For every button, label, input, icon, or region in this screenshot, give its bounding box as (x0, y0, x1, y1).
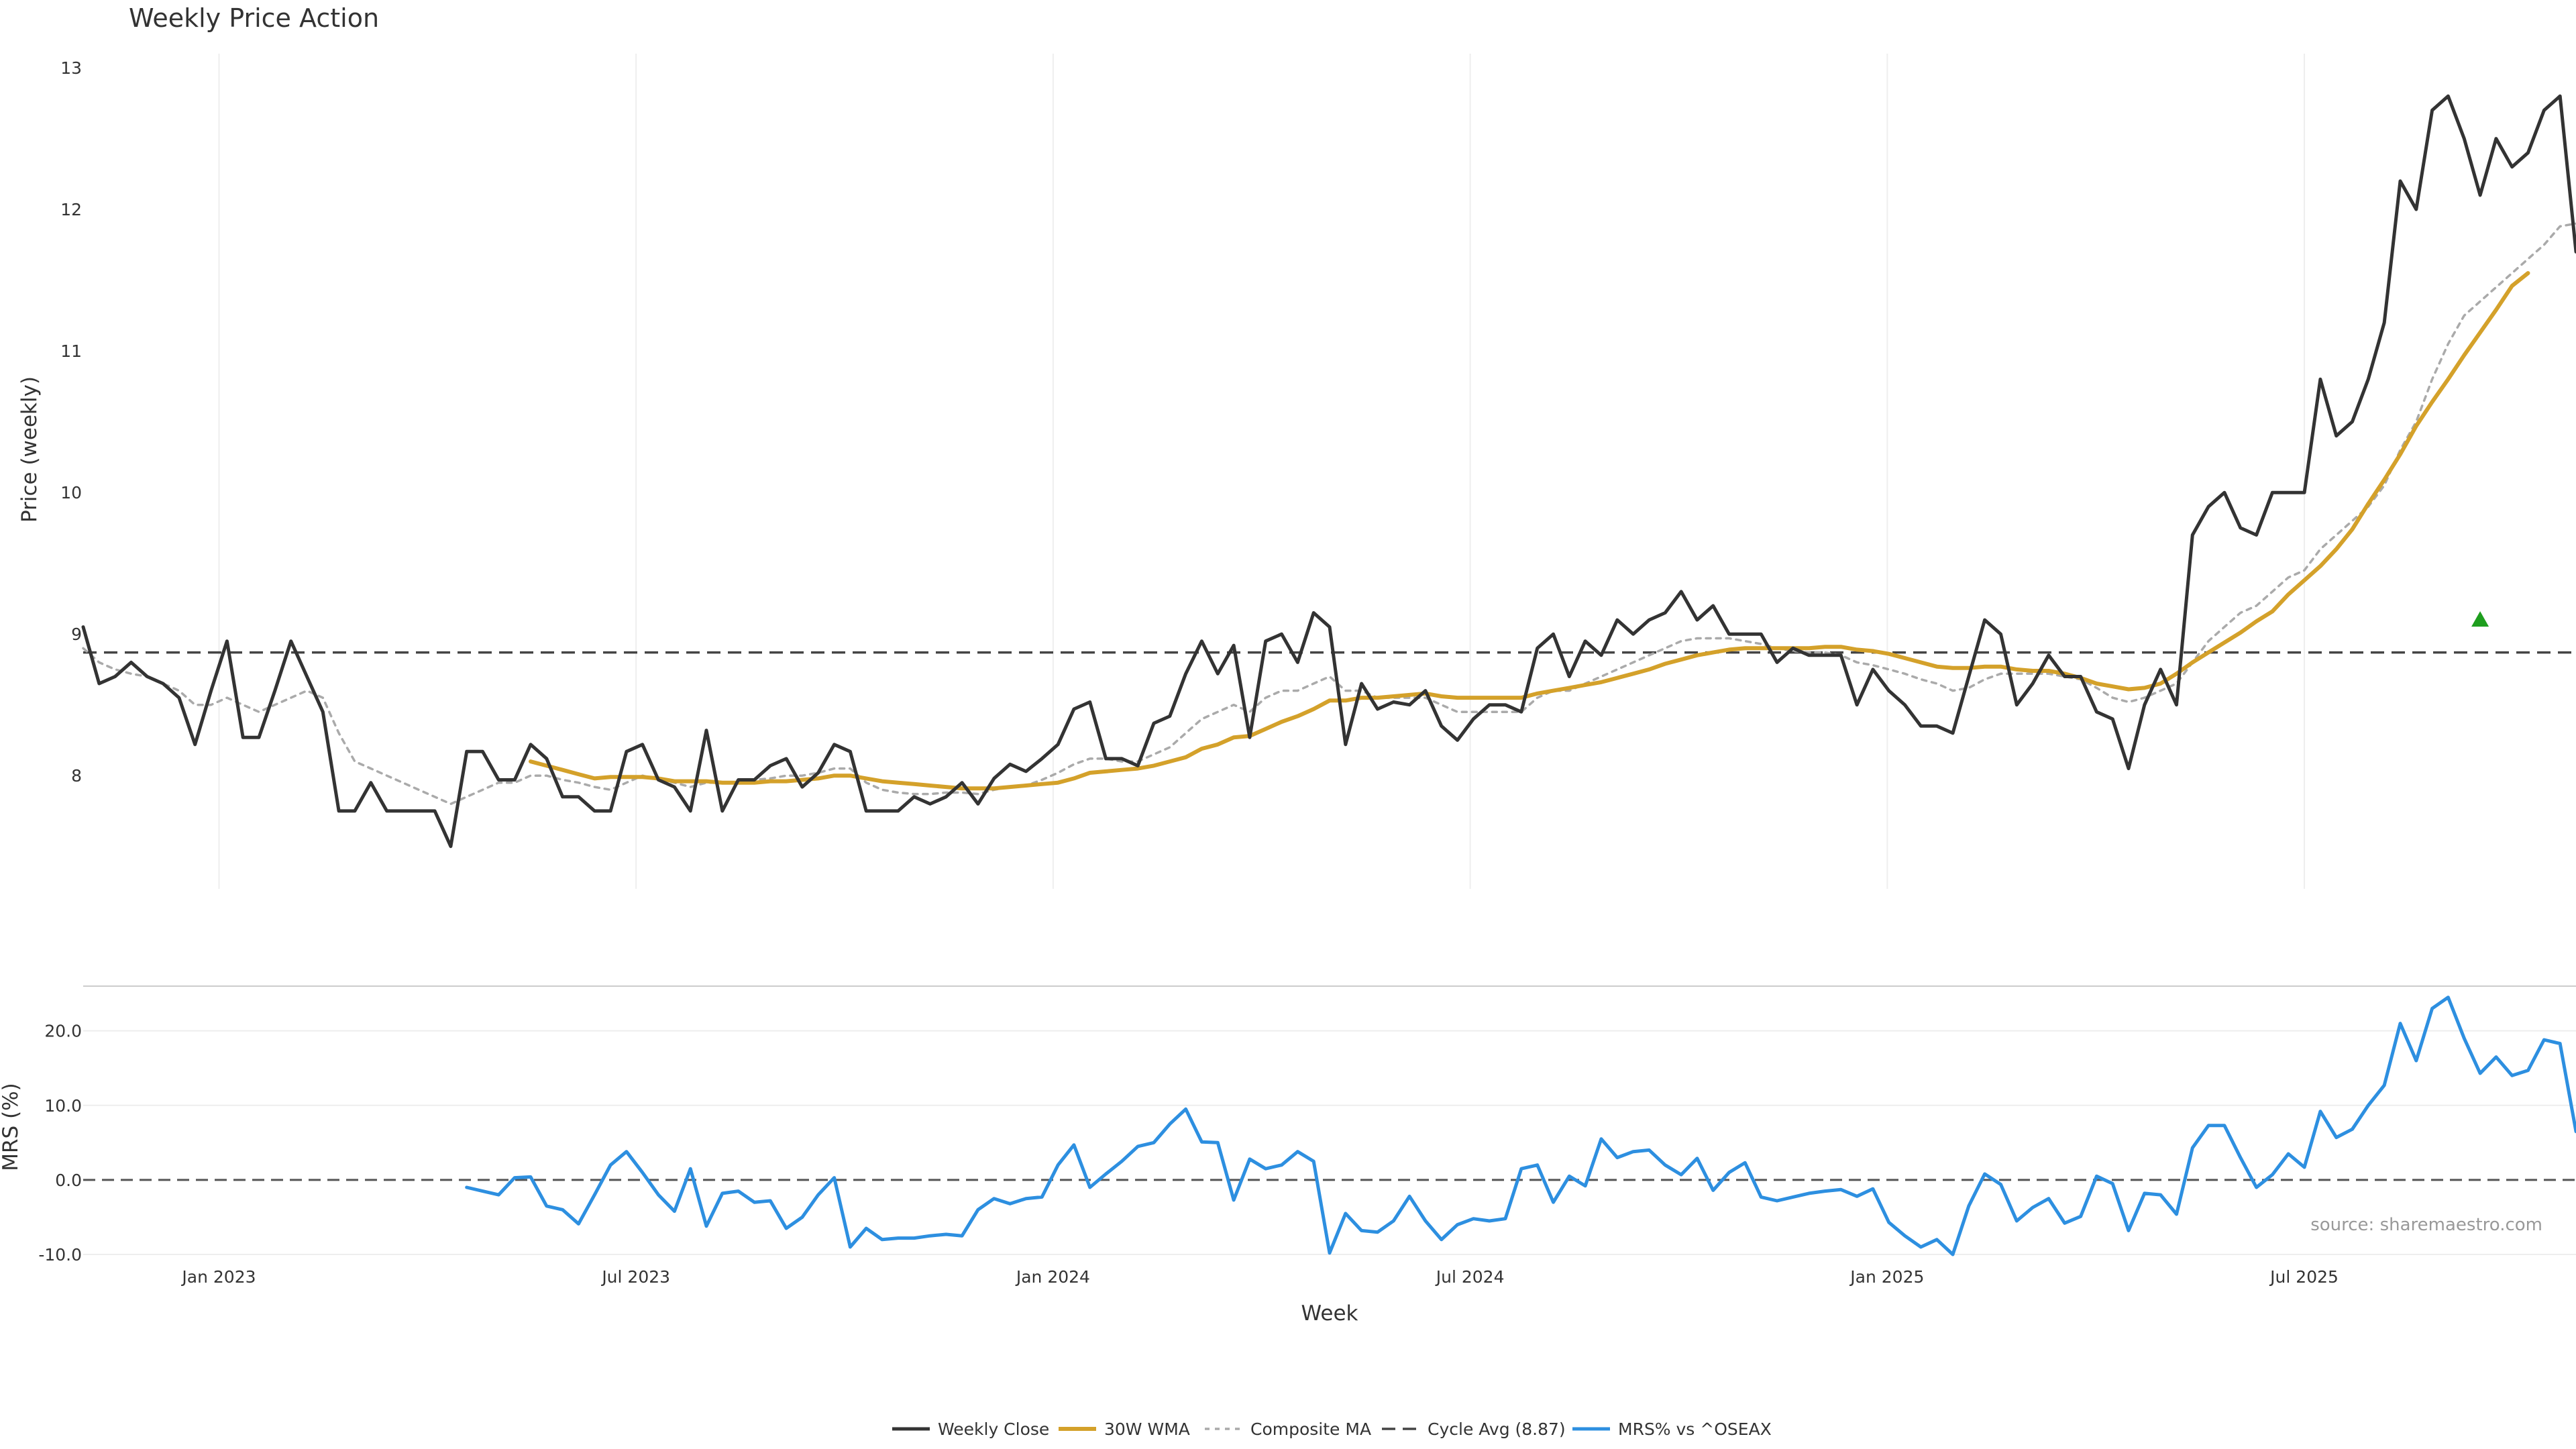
legend-label-30w-wma: 30W WMA (1104, 1419, 1190, 1439)
series-weekly-close (81, 94, 2576, 849)
price-y-tick-label: 12 (60, 200, 82, 219)
x-tick-label: Jan 2025 (1849, 1267, 1924, 1287)
x-axis-ticks: Jan 2023 Jul 2023 Jan 2024 Jul 2024 Jan 2025… (180, 1267, 2338, 1287)
source-credit: source: sharemaestro.com (2310, 1215, 2542, 1235)
price-y-tick-label: 13 (60, 58, 82, 78)
series-mrs-line (465, 996, 2576, 1256)
price-y-tick-label: 9 (71, 625, 82, 644)
price-y-tick-label: 11 (60, 341, 82, 361)
legend-label-mrs-vs-oseax: MRS% vs ^OSEAX (1618, 1419, 1772, 1439)
price-y-axis-label: Price (weekly) (17, 376, 42, 523)
mrs-y-tick-label: 0.0 (55, 1171, 82, 1190)
mrs-panel: -10.0 0.0 10.0 20.0 MRS (%) source: sharema… (0, 996, 2576, 1265)
legend-label-cycle-avg-8-87: Cycle Avg (8.87) (1428, 1419, 1566, 1439)
legend-label-weekly-close: Weekly Close (938, 1419, 1049, 1439)
mrs-series (465, 996, 2576, 1256)
mrs-y-tick-label: 20.0 (44, 1022, 82, 1041)
x-tick-label: Jan 2024 (1015, 1267, 1090, 1287)
series-composite-ma (82, 222, 2576, 806)
x-tick-label: Jul 2023 (600, 1267, 670, 1287)
chart-title: Weekly Price Action (129, 3, 379, 33)
x-axis-label: Week (1301, 1301, 1358, 1326)
price-gridlines (218, 54, 2306, 889)
mrs-y-tick-label: -10.0 (38, 1245, 82, 1265)
x-tick-label: Jul 2024 (1435, 1267, 1505, 1287)
legend: Weekly Close 30W WMA Composite MA Cycle Avg… (892, 1419, 1772, 1439)
price-y-ticks: 8 9 10 11 12 13 (60, 58, 82, 786)
price-series (81, 94, 2576, 849)
x-tick-label: Jul 2025 (2269, 1267, 2339, 1287)
price-y-tick-label: 10 (60, 483, 82, 502)
price-panel: 8 9 10 11 12 13 Price (weekly) (17, 54, 2576, 889)
price-y-tick-label: 8 (71, 766, 82, 786)
mrs-y-axis-label: MRS (%) (0, 1083, 23, 1171)
series-30w-wma (529, 271, 2530, 791)
buy-signal-marker (2471, 611, 2489, 627)
mrs-gridlines (83, 1030, 2576, 1255)
legend-label-composite-ma: Composite MA (1250, 1419, 1371, 1439)
mrs-y-ticks: -10.0 0.0 10.0 20.0 (38, 1022, 82, 1265)
mrs-y-tick-label: 10.0 (44, 1096, 82, 1116)
x-tick-label: Jan 2023 (180, 1267, 256, 1287)
